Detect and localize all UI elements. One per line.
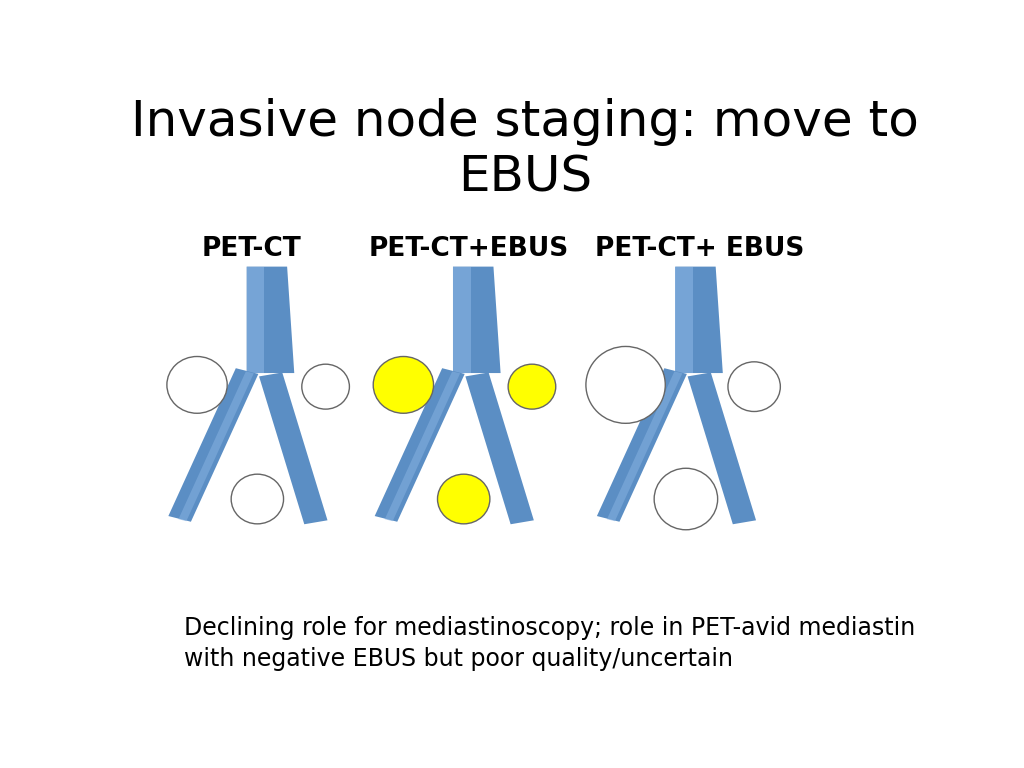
Polygon shape [385, 372, 460, 521]
Polygon shape [375, 368, 465, 521]
Polygon shape [675, 266, 723, 373]
Text: PET-CT+EBUS: PET-CT+EBUS [369, 236, 569, 262]
Ellipse shape [654, 468, 718, 530]
Polygon shape [168, 368, 258, 521]
Polygon shape [453, 266, 501, 373]
Ellipse shape [231, 474, 284, 524]
Text: Declining role for mediastinoscopy; role in PET-avid mediastin
with negative EBU: Declining role for mediastinoscopy; role… [183, 615, 914, 671]
Ellipse shape [167, 356, 227, 413]
Polygon shape [247, 266, 294, 373]
Ellipse shape [373, 356, 433, 413]
Polygon shape [453, 266, 471, 373]
Ellipse shape [586, 346, 666, 423]
Ellipse shape [302, 364, 349, 409]
Polygon shape [247, 266, 264, 373]
Ellipse shape [728, 362, 780, 412]
Polygon shape [675, 266, 693, 373]
Polygon shape [259, 372, 328, 525]
Polygon shape [465, 372, 534, 525]
Text: PET-CT+ EBUS: PET-CT+ EBUS [595, 236, 804, 262]
Polygon shape [687, 372, 756, 525]
Ellipse shape [437, 474, 489, 524]
Polygon shape [178, 372, 254, 521]
Text: Invasive node staging: move to
EBUS: Invasive node staging: move to EBUS [131, 98, 919, 202]
Polygon shape [597, 368, 687, 521]
Text: PET-CT: PET-CT [201, 236, 301, 262]
Ellipse shape [508, 364, 556, 409]
Polygon shape [607, 372, 682, 521]
